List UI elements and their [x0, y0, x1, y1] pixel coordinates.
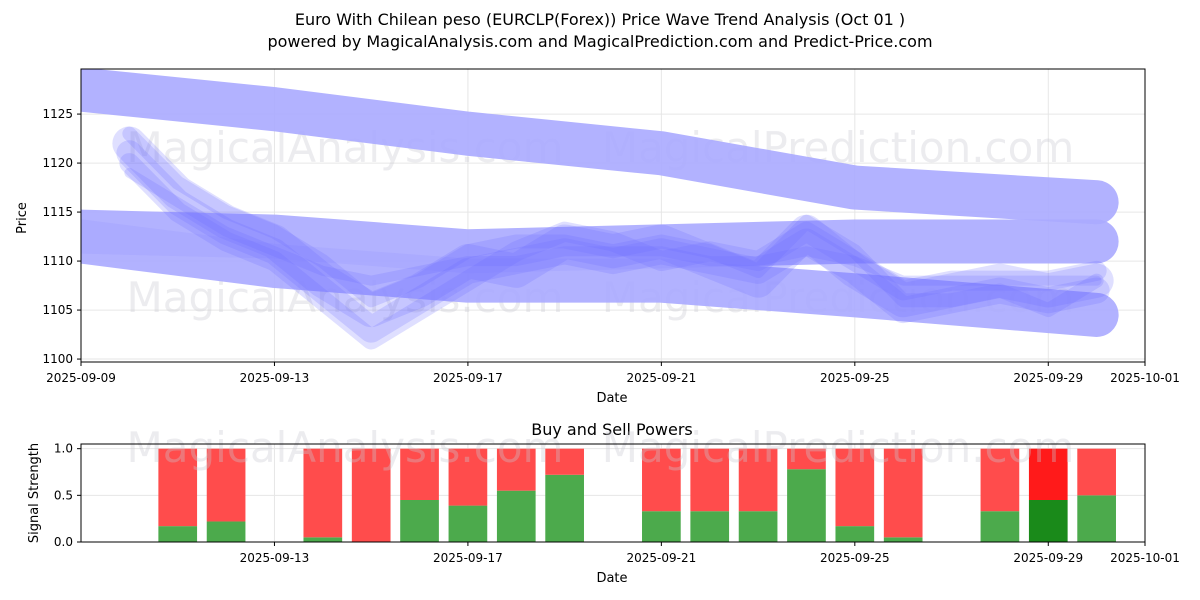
- buy-bar: [738, 511, 778, 542]
- price-x-ticks: 2025-09-09 2025-09-13 2025-09-17 2025-09-21…: [46, 362, 1180, 385]
- price-wave-4-line: [122, 126, 1104, 318]
- price-wave-2-line: [116, 140, 1110, 343]
- watermark-analysis-bottom: MagicalAnalysis.com: [127, 423, 564, 472]
- sell-bar: [738, 448, 778, 512]
- sell-bar: [400, 448, 439, 500]
- price-x-tick-label: 2025-09-29: [1013, 371, 1083, 385]
- sell-bar: [883, 448, 923, 538]
- price-x-tick-label: 2025-09-25: [820, 371, 890, 385]
- price-x-axis-label: Date: [596, 391, 627, 406]
- price-band-lower-band: [81, 219, 1119, 337]
- price-wave-5-line: [124, 167, 1102, 286]
- power-chart-title: Buy and Sell Powers: [531, 420, 693, 439]
- power-x-axis-label: Date: [596, 571, 627, 586]
- power-y-tick-label: 0.5: [54, 488, 73, 502]
- sell-bar: [980, 448, 1020, 512]
- power-chart: Buy and Sell Powers MagicalAnalysis.com …: [27, 420, 1180, 586]
- power-bars: [158, 448, 1116, 542]
- watermark-prediction-bottom: MagicalPrediction.com: [602, 423, 1075, 472]
- power-plot-background: [81, 444, 1145, 542]
- price-y-tick-label: 1125: [42, 107, 73, 121]
- price-band-upper-band: [81, 69, 1119, 225]
- price-plot-frame: [80, 68, 1146, 363]
- price-y-tick-label: 1105: [42, 303, 73, 317]
- sell-bar: [496, 448, 536, 491]
- price-waves: [112, 126, 1114, 350]
- sell-bar: [690, 448, 730, 512]
- buy-bar: [980, 511, 1020, 542]
- sell-bar: [545, 448, 584, 475]
- sell-bar: [158, 448, 198, 527]
- sell-bar: [303, 448, 343, 538]
- price-y-tick-label: 1100: [42, 352, 73, 366]
- price-band-middle-band: [81, 209, 1119, 274]
- sell-bar: [206, 448, 246, 522]
- sell-bar: [448, 448, 488, 506]
- price-x-tick-label: 2025-09-17: [433, 371, 503, 385]
- price-y-tick-label: 1110: [42, 254, 73, 268]
- price-x-tick-label: 2025-09-09: [46, 371, 116, 385]
- power-y-tick-label: 0.0: [54, 535, 73, 549]
- price-y-axis-label: Price: [15, 202, 30, 234]
- buy-bar: [1077, 495, 1116, 542]
- sell-bar: [835, 448, 875, 527]
- price-y-ticks: 1100 1105 1110 1115 1120 1125: [42, 107, 81, 366]
- sell-bar: [642, 448, 681, 512]
- power-x-tick-label: 2025-10-01: [1110, 551, 1180, 565]
- power-x-tick-label: 2025-09-29: [1013, 551, 1083, 565]
- sell-bar: [1077, 448, 1116, 496]
- price-wave-3-line: [119, 153, 1107, 350]
- buy-bar: [496, 490, 536, 542]
- buy-bar: [690, 511, 730, 542]
- buy-bar: [400, 500, 439, 542]
- buy-bar: [448, 505, 488, 542]
- buy-bar: [206, 521, 246, 542]
- price-y-tick-label: 1120: [42, 156, 73, 170]
- price-plot-clip: [81, 69, 1119, 350]
- power-y-axis-label: Signal Strength: [27, 443, 42, 543]
- price-y-tick-label: 1115: [42, 205, 73, 219]
- buy-bar: [787, 469, 826, 542]
- buy-bar: [835, 526, 875, 542]
- power-x-tick-label: 2025-09-13: [240, 551, 310, 565]
- power-plot-frame: [80, 443, 1146, 543]
- buy-bar: [545, 474, 584, 542]
- sell-bar: [351, 448, 391, 542]
- buy-bar: [303, 537, 343, 542]
- buy-bar: [883, 537, 923, 542]
- power-y-ticks: 0.0 0.5 1.0: [54, 442, 81, 549]
- buy-bar: [1028, 500, 1068, 542]
- power-x-tick-label: 2025-09-21: [626, 551, 696, 565]
- sell-bar: [1028, 448, 1068, 500]
- power-y-tick-label: 1.0: [54, 442, 73, 456]
- price-x-tick-label: 2025-10-01: [1110, 371, 1180, 385]
- price-x-tick-label: 2025-09-13: [240, 371, 310, 385]
- price-wave-1-line: [112, 126, 1114, 328]
- figure-title-line2: powered by MagicalAnalysis.com and Magic…: [267, 32, 932, 51]
- price-bands: [81, 69, 1119, 337]
- power-watermarks: MagicalAnalysis.com MagicalPrediction.co…: [127, 423, 1075, 472]
- power-x-ticks: 2025-09-13 2025-09-17 2025-09-21 2025-09-25…: [240, 542, 1180, 565]
- power-x-tick-label: 2025-09-25: [820, 551, 890, 565]
- sell-bar: [787, 448, 826, 470]
- price-chart: MagicalAnalysis.com MagicalPrediction.co…: [15, 68, 1180, 406]
- buy-bar: [642, 511, 681, 542]
- buy-bar: [158, 526, 198, 542]
- figure-title-line1: Euro With Chilean peso (EURCLP(Forex)) P…: [295, 10, 905, 29]
- power-x-tick-label: 2025-09-17: [433, 551, 503, 565]
- price-x-tick-label: 2025-09-21: [626, 371, 696, 385]
